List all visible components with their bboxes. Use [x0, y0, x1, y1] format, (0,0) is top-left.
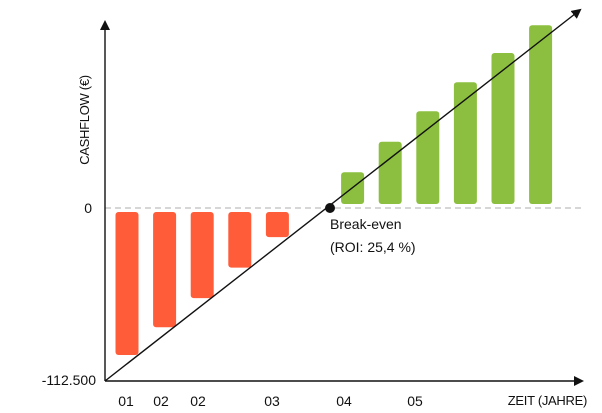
positive-cashflow-bar [453, 82, 477, 204]
positive-cashflow-bar [529, 25, 553, 205]
trend-arrow [104, 8, 582, 382]
x-tick-label: 04 [336, 393, 352, 409]
x-axis-title: ZEIT (JAHRE) [508, 393, 587, 408]
x-tick-label: 05 [407, 393, 423, 409]
x-tick-label: 02 [190, 393, 206, 409]
y-tick-label-zero: 0 [84, 200, 92, 216]
negative-cashflow-bar [190, 212, 214, 299]
positive-cashflow-bar [378, 141, 402, 204]
negative-cashflow-bar [153, 212, 177, 328]
negative-cashflow-bar [265, 212, 289, 238]
x-tick-label: 02 [153, 393, 169, 409]
bars-group [115, 25, 553, 355]
y-tick-label-min: -112.500 [42, 372, 96, 388]
negative-cashflow-bar [115, 212, 139, 355]
negative-cashflow-bar [228, 212, 252, 268]
break-even-roi-label: (ROI: 25,4 %) [330, 239, 416, 255]
positive-cashflow-bar [416, 111, 440, 204]
break-even-label: Break-even [330, 216, 402, 232]
x-tick-label: 03 [264, 393, 280, 409]
x-tick-label: 01 [118, 393, 134, 409]
y-axis-title: CASHFLOW (€) [77, 75, 92, 165]
positive-cashflow-bar [491, 53, 515, 204]
break-even-point [325, 203, 335, 213]
